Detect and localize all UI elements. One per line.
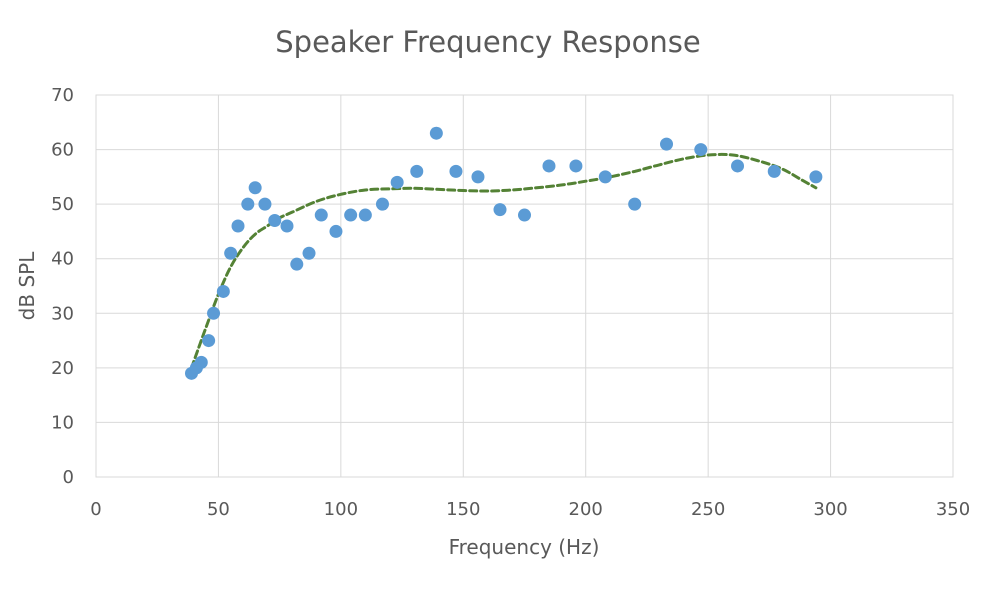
data-point [344, 208, 358, 222]
x-tick-label: 100 [324, 499, 358, 520]
data-point [731, 159, 745, 173]
data-point [290, 257, 304, 271]
data-point [375, 197, 389, 211]
data-point [314, 208, 328, 222]
y-tick-label: 50 [51, 194, 74, 215]
y-tick-label: 20 [51, 358, 74, 379]
data-point [493, 203, 507, 217]
y-tick-label: 0 [63, 467, 74, 488]
y-axis-ticks: 0 10 20 30 40 50 60 70 [51, 85, 74, 488]
data-point [358, 208, 372, 222]
x-tick-label: 300 [813, 499, 847, 520]
data-point [390, 175, 404, 189]
chart-title: Speaker Frequency Response [275, 25, 700, 59]
data-point [694, 143, 708, 157]
x-axis-ticks: 0 50 100 150 200 250 300 350 [90, 499, 970, 520]
data-point [268, 214, 282, 228]
data-point [628, 197, 642, 211]
y-tick-label: 10 [51, 412, 74, 433]
data-point [202, 334, 216, 348]
y-tick-label: 40 [51, 249, 74, 270]
data-point [241, 197, 255, 211]
y-tick-label: 30 [51, 303, 74, 324]
data-point [449, 164, 463, 178]
gridlines [95, 94, 954, 478]
data-points [184, 126, 823, 380]
plot-area [95, 94, 954, 478]
x-tick-label: 50 [207, 499, 230, 520]
data-point [231, 219, 245, 233]
y-axis-label: dB SPL [15, 251, 39, 321]
data-point [207, 306, 221, 320]
data-point [471, 170, 485, 184]
x-tick-label: 150 [446, 499, 480, 520]
data-point [302, 246, 316, 260]
data-point [410, 164, 424, 178]
data-point [767, 164, 781, 178]
data-point [542, 159, 556, 173]
x-tick-label: 200 [569, 499, 603, 520]
trendline [190, 152, 818, 370]
x-tick-label: 0 [90, 499, 101, 520]
data-point [224, 246, 238, 260]
data-point [569, 159, 583, 173]
x-tick-label: 250 [691, 499, 725, 520]
y-tick-label: 60 [51, 140, 74, 161]
data-point [598, 170, 612, 184]
y-tick-label: 70 [51, 85, 74, 106]
data-point [194, 355, 208, 369]
data-point [258, 197, 272, 211]
data-point [216, 284, 230, 298]
data-point [280, 219, 294, 233]
data-point [809, 170, 823, 184]
x-axis-label: Frequency (Hz) [449, 535, 600, 559]
data-point [660, 137, 674, 151]
data-point [518, 208, 531, 222]
data-point [248, 181, 262, 195]
x-tick-label: 350 [936, 499, 970, 520]
data-point [329, 224, 343, 238]
data-point [429, 126, 443, 140]
